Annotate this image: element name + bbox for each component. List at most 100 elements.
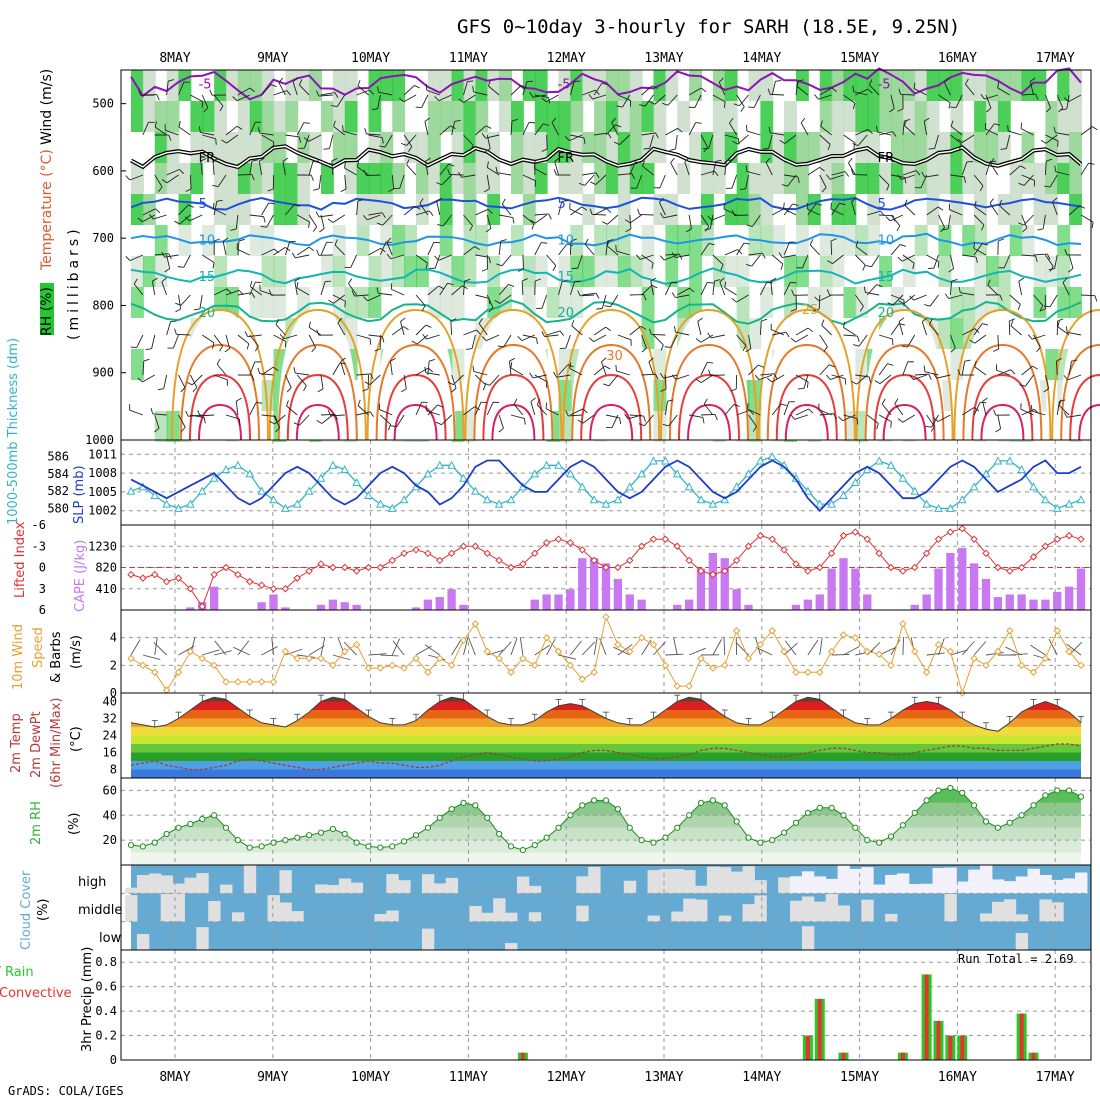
wind-barb: [724, 404, 735, 416]
wind-barb-flag: [655, 373, 659, 380]
wind-barb-flag: [472, 365, 475, 372]
wind-barb: [191, 374, 203, 386]
cape-bar: [340, 602, 349, 610]
wind-barb-flag: [370, 373, 374, 380]
cape-bar: [601, 563, 611, 610]
rh-cell: [463, 194, 477, 225]
warm-isotherm-arch: [882, 403, 927, 441]
wind-barb: [486, 334, 500, 342]
wind-barb: [532, 374, 547, 379]
cloud-cell: [528, 885, 542, 894]
wind-axis-label: Wind (m/s): [39, 69, 55, 145]
rh-cell: [1045, 101, 1059, 132]
wind-barb-flag: [543, 123, 550, 126]
isotherm-line: [130, 196, 1082, 211]
wind-barb: [593, 83, 603, 96]
cloud-cell: [968, 869, 981, 894]
wind-barb: [318, 174, 322, 189]
thickness-series-point: [197, 486, 207, 495]
wind-barb: [172, 334, 179, 349]
cloud-cell: [885, 913, 898, 922]
wind-barb: [489, 374, 500, 386]
wind-barb: [636, 174, 643, 189]
wind-barb-flag: [270, 84, 277, 88]
wind-barb: [1055, 171, 1070, 176]
wind-barb: [703, 403, 714, 416]
wind-barb: [985, 123, 995, 136]
wind-barb-flag: [718, 77, 724, 83]
cape-bar: [566, 589, 575, 610]
cloud-level-low: low: [99, 931, 122, 946]
wind-barb-flag: [155, 208, 161, 214]
rh-cell: [594, 256, 607, 287]
wind-barb-flag: [605, 326, 611, 331]
wind-barb: [843, 134, 856, 144]
rh-color-band: [131, 852, 1081, 865]
wind-barb: [867, 210, 881, 216]
wind10m-series-point: [732, 627, 741, 635]
rh2m-series-point: [270, 839, 277, 846]
wind10m-series-point: [531, 661, 539, 670]
isotherm-label: 15: [558, 270, 575, 285]
wind-barb-flag: [923, 365, 926, 372]
wind-barb-flag: [807, 327, 814, 333]
wind-barb-flag: [899, 243, 906, 247]
rh-cell: [926, 101, 940, 132]
wind-barb-flag: [615, 245, 617, 252]
wind-barb-flag: [944, 77, 949, 83]
wind-barb-flag: [340, 188, 347, 193]
rh2m-series-point: [163, 830, 170, 838]
wind-barb-flag: [541, 97, 547, 103]
temp-color-band: [131, 752, 1081, 761]
wind-barb: [607, 214, 619, 225]
thickness-series-point: [447, 460, 456, 469]
wind-barb-flag: [1063, 97, 1069, 102]
rh-cell: [570, 225, 584, 256]
wind10m-series-point: [673, 682, 681, 690]
isotherm-label: 5: [558, 197, 566, 212]
wind-barb: [866, 414, 879, 424]
wind10m-barb: [130, 639, 141, 656]
wind10m-series-point: [851, 633, 860, 642]
wind-barb: [488, 85, 500, 96]
wind10m-barb: [673, 637, 678, 656]
wind10m-barb: [487, 649, 505, 656]
cloud-cell: [469, 905, 482, 922]
wind-barb-flag: [950, 106, 957, 109]
wind-barb: [438, 254, 452, 261]
wind-barb-flag: [731, 298, 737, 303]
wind-barb-flag: [369, 338, 372, 345]
wind-barb-flag: [671, 374, 677, 380]
lifted-index-series-point: [637, 542, 646, 550]
wind-barb-flag: [979, 185, 984, 192]
rh-color-band: [131, 840, 1081, 853]
wind10m-barb: [519, 637, 524, 656]
wind-barb-flag: [714, 279, 721, 282]
isotherm-label: 20: [878, 306, 895, 321]
wind-barb-flag: [327, 218, 334, 223]
wind-barb-flag: [851, 197, 857, 202]
wind-barb: [753, 94, 761, 108]
wind-barb-flag: [589, 208, 593, 215]
lifted-index-series-point: [744, 542, 753, 550]
wind10m-barb: [1048, 638, 1058, 656]
wind-barb-flag: [308, 221, 310, 228]
rh-cell: [926, 163, 940, 194]
wind-barb-flag: [545, 402, 548, 409]
wind-barb: [580, 294, 595, 297]
wind-barb: [163, 374, 168, 389]
wind10m-series-point: [305, 654, 313, 663]
wind-barb: [608, 374, 619, 387]
wind-barb: [569, 208, 583, 216]
wind-barb-flag: [222, 237, 229, 242]
cloud-cell: [1015, 876, 1029, 894]
rh-cell: [677, 163, 691, 194]
cloud-cell: [671, 868, 684, 894]
wind-barb-flag: [1048, 268, 1055, 271]
cloud-cell: [825, 893, 839, 922]
wind-barb-flag: [437, 223, 444, 227]
wind-barb-flag: [876, 423, 879, 430]
rh-cell: [380, 256, 394, 287]
wind-barb-flag: [778, 252, 783, 258]
